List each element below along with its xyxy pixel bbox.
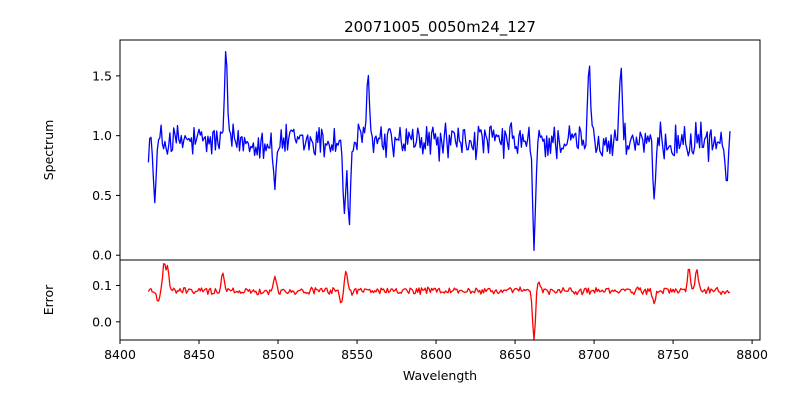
error-y-label: Error [41,284,56,315]
error-series [147,263,731,341]
error-y-tick-label: 0.1 [92,278,112,293]
x-axis-label: Wavelength [403,368,477,383]
error-x-tick-label: 8750 [657,347,689,362]
error-x-tick-label: 8550 [341,347,373,362]
error-x-tick-label: 8700 [578,347,610,362]
spectrum-y-tick-label: 0.5 [92,188,112,203]
error-x-ticks: 8400 8450 8500 8550 8600 8650 8700 8750 8800 [104,340,768,362]
error-line [147,263,731,341]
spectrum-series [147,51,731,252]
spectrum-y-tick-label: 1.5 [92,68,112,83]
spectrum-y-tick-label: 0.0 [92,248,112,263]
error-axes-frame [119,259,761,341]
spectrum-panel: 0.0 0.5 1.0 1.5 Spectrum [41,39,761,264]
error-x-tick-label: 8800 [736,347,768,362]
chart-title: 20071005_0050m24_127 [344,18,536,37]
error-x-tick-label: 8600 [420,347,452,362]
error-x-tick-label: 8400 [104,347,136,362]
error-y-ticks: 0.0 0.1 [92,278,120,329]
spectrum-line [147,51,731,252]
error-x-tick-label: 8500 [262,347,294,362]
error-y-tick-label: 0.0 [92,314,112,329]
spectrum-y-ticks: 0.0 0.5 1.0 1.5 [92,68,120,263]
spectrum-y-label: Spectrum [41,120,56,181]
error-panel: 0.00.1 8400 8450 8500 8550 8600 8650 8700 8750 8… [41,259,768,383]
spectrum-y-tick-label: 1.0 [92,128,112,143]
error-x-tick-label: 8650 [499,347,531,362]
error-x-tick-label: 8450 [183,347,215,362]
